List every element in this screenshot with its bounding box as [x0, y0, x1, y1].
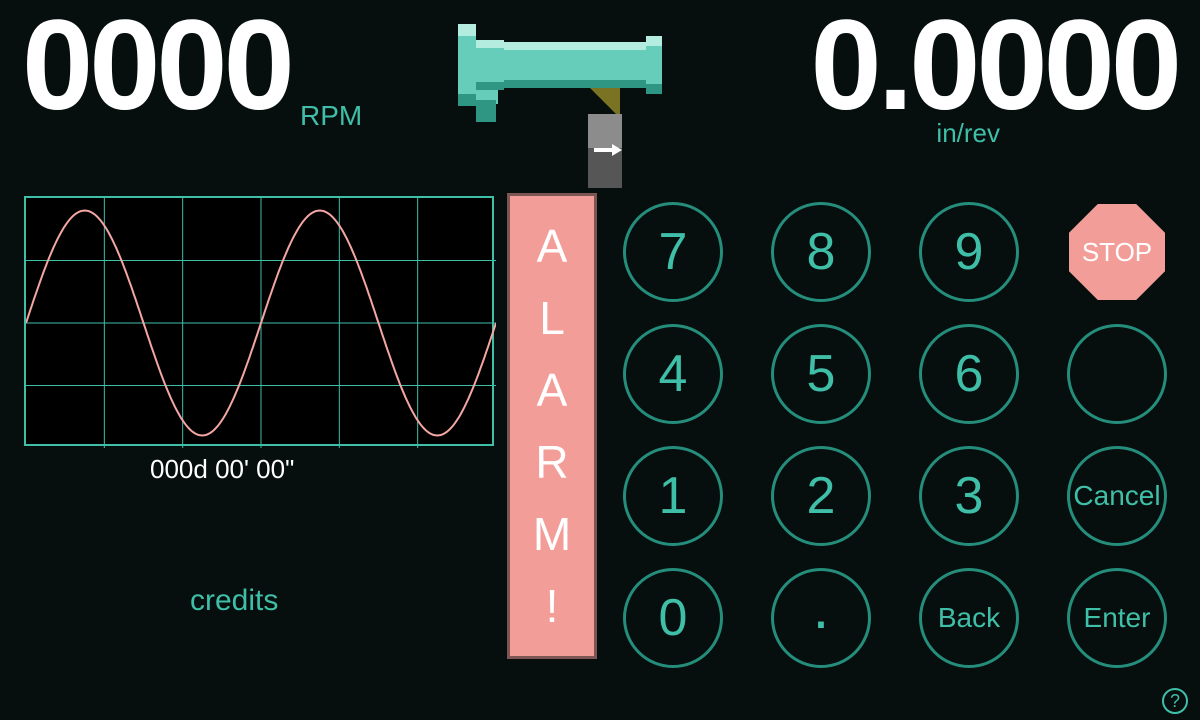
keypad-7[interactable]: 7: [623, 202, 723, 302]
keypad-8[interactable]: 8: [771, 202, 871, 302]
feed-value: 0.0000: [811, 2, 1179, 130]
enter-button[interactable]: Enter: [1067, 568, 1167, 668]
credits-link[interactable]: credits: [190, 584, 278, 618]
keypad-4[interactable]: 4: [623, 324, 723, 424]
keypad-decimal[interactable]: .: [771, 568, 871, 668]
keypad-0[interactable]: 0: [623, 568, 723, 668]
keypad-blank[interactable]: [1067, 324, 1167, 424]
feed-label: in/rev: [936, 118, 1000, 149]
feed-readout: 0.0000: [811, 2, 1179, 130]
rpm-value: 0000: [22, 2, 291, 130]
alarm-letter: A: [537, 223, 568, 269]
alarm-letter: L: [539, 295, 565, 341]
alarm-letter: A: [537, 367, 568, 413]
alarm-letter: !: [546, 583, 559, 629]
waveform-chart: [24, 196, 494, 446]
stop-button[interactable]: STOP: [1069, 204, 1165, 300]
rpm-label: RPM: [300, 100, 362, 132]
alarm-panel[interactable]: A L A R M !: [510, 196, 594, 656]
cancel-button[interactable]: Cancel: [1067, 446, 1167, 546]
spindle-diagram: [450, 18, 690, 203]
rpm-readout: 0000: [22, 2, 291, 130]
back-button[interactable]: Back: [919, 568, 1019, 668]
chart-time-readout: 000d 00' 00": [150, 454, 294, 485]
keypad-9[interactable]: 9: [919, 202, 1019, 302]
alarm-letter: M: [533, 511, 571, 557]
keypad-2[interactable]: 2: [771, 446, 871, 546]
keypad-5[interactable]: 5: [771, 324, 871, 424]
alarm-letter: R: [535, 439, 568, 485]
keypad-1[interactable]: 1: [623, 446, 723, 546]
numeric-keypad: 7 8 9 STOP 4 5 6 1 2 3 Cancel 0 . Back E…: [608, 196, 1182, 674]
help-icon[interactable]: ?: [1162, 688, 1188, 714]
keypad-6[interactable]: 6: [919, 324, 1019, 424]
keypad-3[interactable]: 3: [919, 446, 1019, 546]
